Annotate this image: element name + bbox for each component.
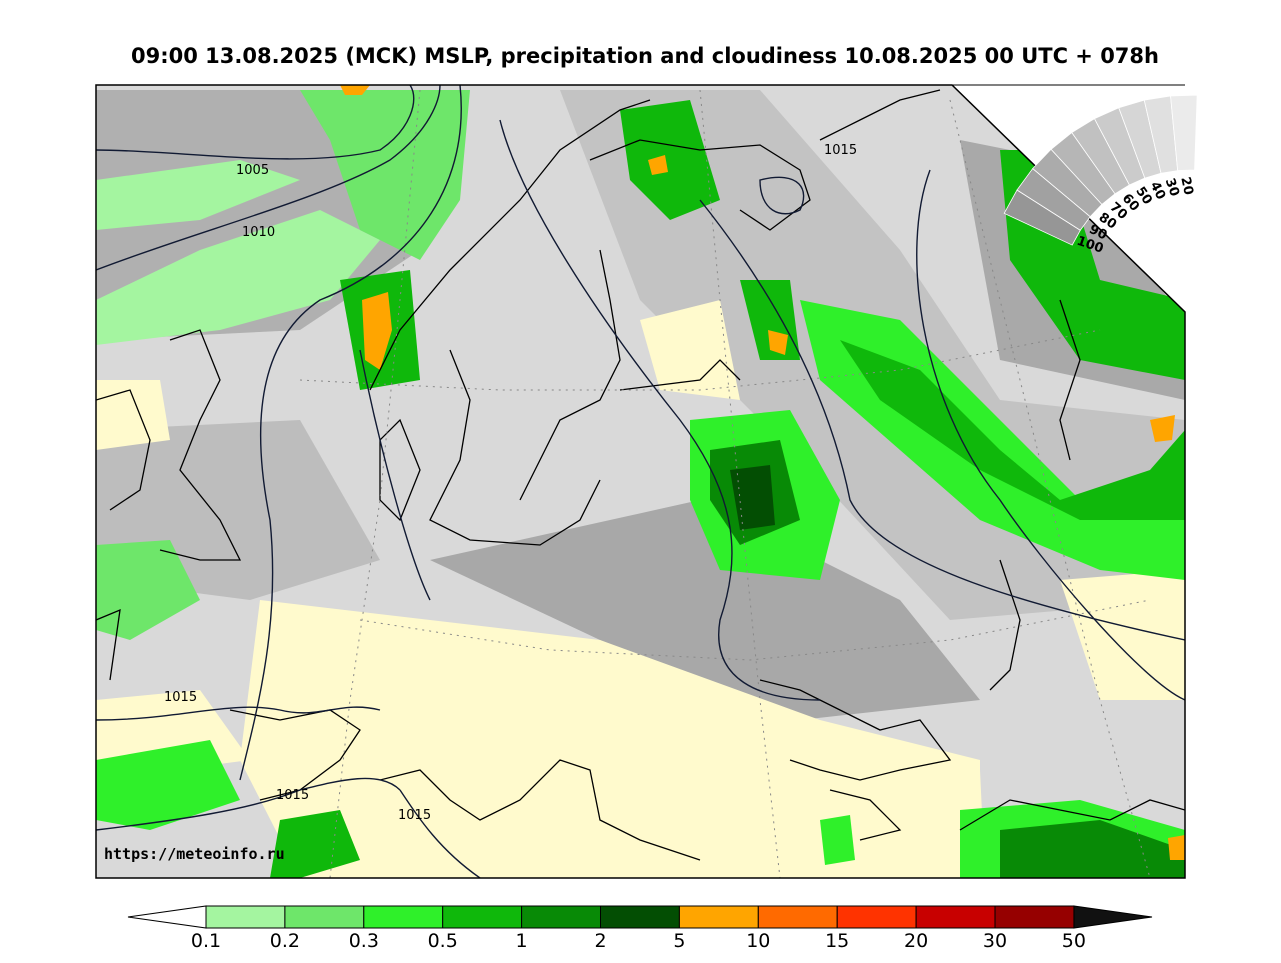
colorbar-label: 30: [982, 930, 1008, 952]
colorbar-box: [757, 905, 838, 929]
map-field: [96, 85, 1185, 878]
colorbar-label: 1: [515, 930, 528, 952]
colorbar-box: [600, 905, 680, 929]
colorbar-label: 0.5: [427, 930, 458, 952]
coastlines: [96, 89, 1185, 861]
colorbar-label: 20: [904, 930, 929, 952]
colorbar-label: 15: [825, 930, 850, 952]
cloudiness-scale-label: 30: [1162, 176, 1182, 198]
colorbar-label: 0.1: [190, 930, 222, 952]
isobar-label-1015-north: 1015: [824, 143, 857, 158]
colorbar-box: [363, 905, 444, 929]
colorbar-box: [836, 905, 917, 929]
colorbar-box: [284, 905, 365, 929]
isobar-label-1015-balkans: 1015: [398, 808, 431, 823]
cloudiness-scale-label: 90: [1087, 222, 1110, 243]
isobar-label-1005: 1005: [236, 163, 269, 178]
isobar-label-1010: 1010: [242, 225, 275, 240]
colorbar-box: [442, 905, 523, 929]
colorbar-label: 5: [673, 930, 686, 952]
isobar-label-1015-south: 1015: [276, 788, 309, 803]
colorbar-box: [915, 905, 996, 929]
colorbar-box: [205, 905, 286, 929]
source-url: https://meteoinfo.ru: [104, 845, 285, 863]
cloudiness-scale-label: 20: [1177, 176, 1195, 197]
map-title: 09:00 13.08.2025 (MCK) MSLP, precipitati…: [131, 44, 1159, 68]
isobar-label-1015-west: 1015: [164, 690, 197, 705]
colorbar-label: 10: [746, 930, 771, 952]
colorbar-label: 2: [594, 930, 607, 952]
colorbar-label: 50: [1061, 930, 1086, 952]
colorbar-label: 0.3: [348, 930, 379, 952]
colorbar-box: [521, 905, 601, 929]
colorbar-label: 0.2: [269, 930, 300, 952]
graticule: [299, 89, 1151, 878]
colorbar-box: [678, 905, 759, 929]
cloudiness-scale-segment: [1170, 94, 1198, 171]
cloudiness-scale-label: 40: [1147, 179, 1169, 202]
isobars: [96, 85, 1185, 878]
colorbar-box: [994, 905, 1075, 929]
